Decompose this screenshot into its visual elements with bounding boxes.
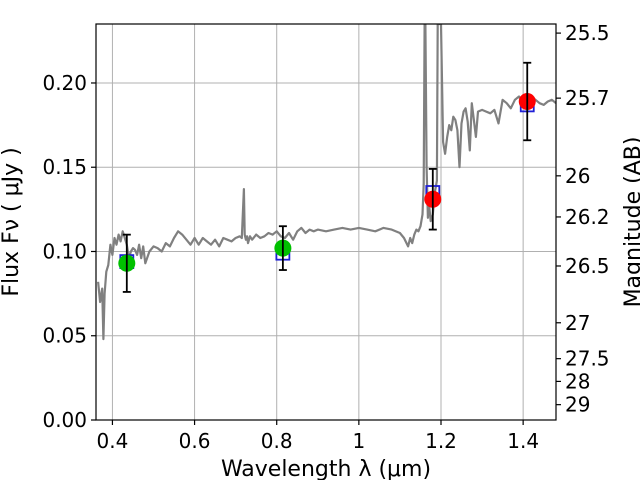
grid [96, 24, 556, 421]
x-axis-label: Wavelength λ (μm) [221, 457, 431, 480]
right-tick-label: 26.2 [565, 205, 610, 229]
x-tick-label: 1 [352, 429, 365, 453]
x-tick-label: 1.2 [425, 429, 457, 453]
right-tick-label: 26 [565, 164, 590, 188]
data-layer [97, 24, 556, 341]
right-tick-label: 29 [565, 393, 590, 417]
right-tick-label: 25.7 [565, 86, 610, 110]
right-tick-label: 27 [565, 311, 590, 335]
axes-ticks: 0.4 0.6 0.8 1 1.2 1.4 0.00 0.05 0.10 0.15 0.20 25.5… [42, 21, 609, 453]
x-tick-label: 1.4 [507, 429, 539, 453]
y-tick-label: 0.10 [42, 239, 87, 263]
plot-frame [95, 23, 557, 421]
y-right-axis-label: Magnitude (AB) [621, 137, 640, 308]
right-tick-label: 26.5 [565, 254, 610, 278]
right-tick-label: 27.5 [565, 347, 610, 371]
right-tick-label: 25.5 [565, 21, 610, 45]
y-tick-label: 0.05 [42, 324, 87, 348]
x-tick-label: 0.8 [261, 429, 293, 453]
y-tick-label: 0.15 [42, 155, 87, 179]
y-tick-label: 0.20 [42, 71, 87, 95]
y-axis-label: Flux Fν ( μJy ) [0, 147, 24, 296]
spectrum-line [97, 24, 556, 341]
x-tick-label: 0.4 [97, 429, 129, 453]
right-tick-label: 28 [565, 369, 590, 393]
y-tick-label: 0.00 [42, 408, 87, 432]
x-tick-label: 0.6 [179, 429, 211, 453]
